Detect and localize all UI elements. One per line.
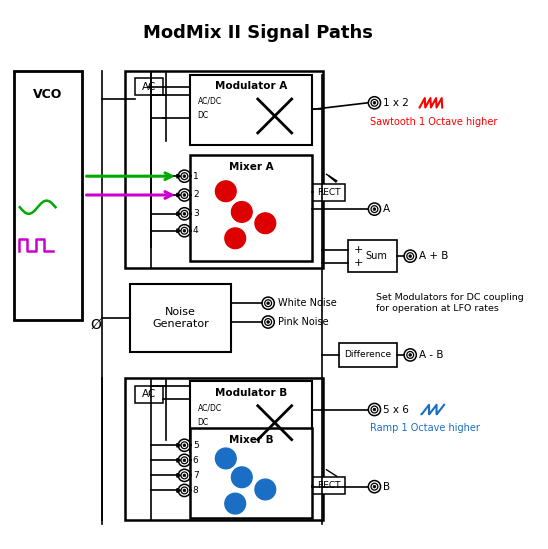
Bar	[130, 284, 231, 352]
Text: A: A	[383, 204, 390, 214]
Circle shape	[183, 489, 186, 492]
Circle shape	[409, 255, 412, 257]
Circle shape	[183, 175, 186, 177]
Text: Sawtooth 1 Octave higher: Sawtooth 1 Octave higher	[370, 116, 497, 127]
Circle shape	[225, 228, 246, 249]
Text: B: B	[383, 481, 390, 492]
Circle shape	[267, 321, 270, 323]
Bar	[313, 184, 345, 200]
Circle shape	[231, 201, 252, 222]
Circle shape	[409, 354, 412, 356]
Text: ModMix II Signal Paths: ModMix II Signal Paths	[143, 24, 373, 42]
Polygon shape	[177, 174, 181, 178]
Text: 4: 4	[193, 226, 198, 236]
Text: AC: AC	[141, 389, 156, 400]
Circle shape	[225, 493, 246, 514]
Text: 3: 3	[193, 209, 198, 219]
Bar	[190, 428, 312, 518]
Text: 2: 2	[193, 191, 198, 199]
Text: 7: 7	[193, 471, 198, 480]
Text: White Noise: White Noise	[277, 298, 336, 308]
Circle shape	[231, 467, 252, 488]
Text: 8: 8	[193, 486, 198, 495]
Text: Pink Noise: Pink Noise	[277, 317, 328, 327]
Text: AC/DC: AC/DC	[198, 403, 222, 412]
Polygon shape	[177, 212, 181, 216]
Text: Modulator B: Modulator B	[215, 388, 287, 397]
Text: RECT: RECT	[317, 481, 341, 490]
Bar	[190, 75, 312, 145]
Text: AC/DC: AC/DC	[198, 97, 222, 105]
Polygon shape	[177, 229, 181, 233]
Circle shape	[215, 448, 236, 469]
Circle shape	[373, 485, 376, 488]
Text: Difference: Difference	[344, 350, 391, 360]
Text: 5: 5	[193, 441, 198, 450]
Bar	[313, 477, 345, 494]
Polygon shape	[177, 473, 181, 477]
Bar	[125, 378, 323, 519]
Text: Mixer A: Mixer A	[229, 162, 273, 172]
Polygon shape	[177, 444, 181, 447]
Text: Ø: Ø	[90, 318, 101, 332]
Polygon shape	[177, 489, 181, 492]
Text: Noise
Generator: Noise Generator	[152, 307, 209, 329]
Text: +: +	[354, 244, 363, 255]
Text: Ramp 1 Octave higher: Ramp 1 Octave higher	[370, 423, 480, 433]
Text: DC: DC	[198, 418, 209, 427]
Text: A - B: A - B	[419, 350, 443, 360]
Circle shape	[183, 229, 186, 232]
Circle shape	[373, 408, 376, 411]
Text: Modulator A: Modulator A	[215, 81, 287, 91]
Polygon shape	[177, 193, 181, 197]
Text: +: +	[354, 257, 363, 268]
Circle shape	[215, 181, 236, 201]
Text: 6: 6	[193, 456, 198, 465]
Bar	[190, 155, 312, 261]
Text: A + B: A + B	[419, 251, 448, 261]
Bar	[14, 71, 82, 320]
Text: Set Modulators for DC coupling
for operation at LFO rates: Set Modulators for DC coupling for opera…	[376, 294, 524, 313]
Text: 1: 1	[193, 172, 198, 181]
Circle shape	[373, 102, 376, 104]
Text: DC: DC	[198, 111, 209, 120]
Circle shape	[183, 212, 186, 215]
Bar	[348, 240, 397, 272]
Circle shape	[183, 194, 186, 197]
Circle shape	[255, 479, 276, 500]
Circle shape	[183, 474, 186, 477]
Bar	[190, 382, 312, 452]
Text: Mixer B: Mixer B	[229, 435, 273, 445]
Text: 5 x 6: 5 x 6	[383, 405, 409, 414]
Circle shape	[267, 302, 270, 305]
Text: AC: AC	[141, 82, 156, 92]
Bar	[125, 71, 323, 268]
Circle shape	[255, 213, 276, 233]
Circle shape	[183, 459, 186, 462]
Bar	[135, 79, 163, 96]
Text: Sum: Sum	[365, 251, 387, 261]
Text: VCO: VCO	[33, 88, 62, 101]
Circle shape	[373, 208, 376, 210]
Circle shape	[183, 444, 186, 446]
Text: 1 x 2: 1 x 2	[383, 98, 409, 108]
Text: RECT: RECT	[317, 188, 341, 197]
Polygon shape	[177, 458, 181, 462]
Bar	[339, 343, 397, 367]
Bar	[135, 386, 163, 403]
